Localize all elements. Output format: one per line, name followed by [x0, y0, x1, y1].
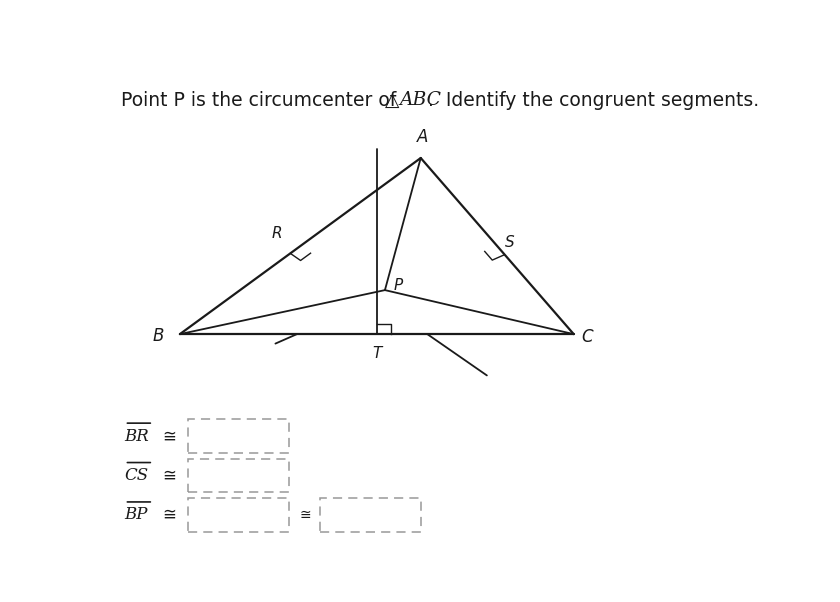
- Text: ≅: ≅: [299, 508, 311, 522]
- Text: BR: BR: [124, 427, 150, 445]
- Text: S: S: [506, 235, 515, 250]
- Text: A: A: [417, 128, 428, 146]
- Text: Point P is the circumcenter of: Point P is the circumcenter of: [121, 91, 402, 110]
- Text: T: T: [372, 346, 382, 361]
- Text: P: P: [393, 278, 402, 293]
- Text: ABC: ABC: [399, 91, 441, 109]
- Text: ≅: ≅: [162, 427, 176, 445]
- Text: ≅: ≅: [162, 467, 176, 485]
- Text: B: B: [152, 326, 164, 344]
- Text: C: C: [581, 328, 593, 346]
- Text: BP: BP: [124, 506, 148, 523]
- Text: .  Identify the congruent segments.: . Identify the congruent segments.: [428, 91, 759, 110]
- Text: △: △: [385, 91, 399, 110]
- Text: CS: CS: [124, 467, 149, 484]
- Text: ≅: ≅: [162, 506, 176, 524]
- Text: R: R: [271, 226, 282, 241]
